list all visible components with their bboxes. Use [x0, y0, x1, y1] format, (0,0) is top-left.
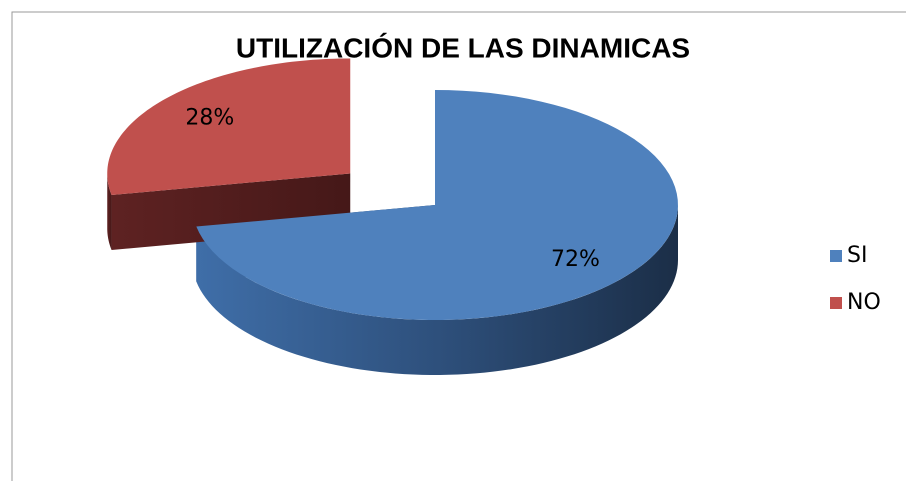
- legend-label: SI: [847, 243, 867, 268]
- data-label: 28%: [185, 105, 234, 130]
- legend-swatch: [830, 297, 842, 309]
- slice: [196, 90, 678, 320]
- data-label: 72%: [551, 247, 600, 272]
- legend-label: NO: [847, 290, 881, 315]
- slice-side: [196, 205, 678, 375]
- slice: [107, 58, 351, 195]
- slice-side: [107, 173, 112, 250]
- legend-swatch: [830, 250, 842, 262]
- chart-title: UTILIZACIÓN DE LAS DINAMICAS: [236, 32, 690, 63]
- frame: [11, 11, 906, 481]
